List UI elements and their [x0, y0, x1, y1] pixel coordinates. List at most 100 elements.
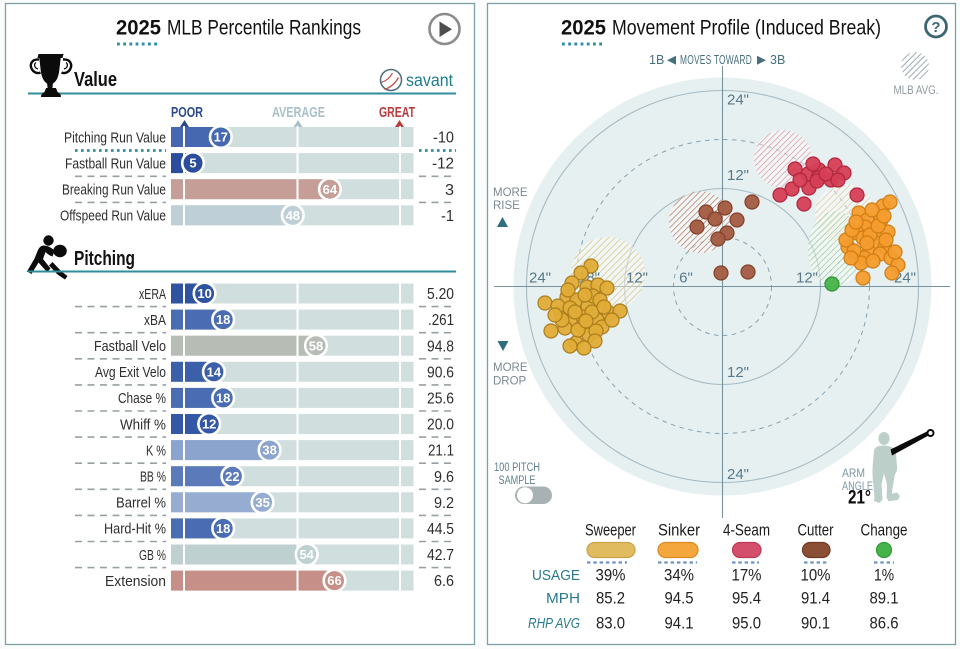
svg-text:ANGLE: ANGLE [842, 479, 873, 493]
svg-text:18: 18 [216, 312, 230, 327]
svg-text:.261: .261 [428, 312, 454, 329]
svg-text:12": 12" [727, 167, 749, 184]
svg-text:48: 48 [286, 208, 300, 223]
svg-text:38: 38 [262, 443, 276, 458]
svg-text:MOVES TOWARD: MOVES TOWARD [680, 53, 752, 67]
svg-text:Fastball Run Value: Fastball Run Value [65, 155, 166, 172]
svg-text:2025: 2025 [116, 16, 161, 40]
svg-text:DROP: DROP [493, 376, 527, 388]
svg-text:54: 54 [299, 547, 314, 562]
svg-text:6.6: 6.6 [434, 573, 454, 590]
svg-text:Offspeed Run Value: Offspeed Run Value [60, 208, 166, 225]
svg-text:Hard-Hit %: Hard-Hit % [104, 521, 166, 538]
svg-text:Avg Exit Velo: Avg Exit Velo [95, 364, 166, 381]
svg-text:-10: -10 [433, 130, 454, 147]
svg-text:85.2: 85.2 [596, 589, 625, 608]
svg-text:100 PITCH: 100 PITCH [494, 462, 540, 474]
svg-text:RISE: RISE [493, 200, 520, 212]
svg-text:10%: 10% [801, 566, 831, 585]
svg-text:44.5: 44.5 [427, 521, 454, 538]
svg-text:xBA: xBA [144, 312, 166, 329]
svg-text:94.1: 94.1 [665, 614, 694, 633]
svg-text:Chase %: Chase % [118, 390, 166, 407]
svg-text:ARM: ARM [842, 466, 865, 480]
svg-text:GREAT: GREAT [379, 105, 415, 121]
svg-text:Movement Profile (Induced Brea: Movement Profile (Induced Break) [612, 16, 881, 40]
svg-text:90.1: 90.1 [801, 614, 830, 633]
svg-text:MORE: MORE [493, 362, 528, 374]
svg-text:MLB AVG.: MLB AVG. [894, 85, 939, 97]
svg-text:83.0: 83.0 [596, 614, 625, 633]
svg-text:24": 24" [727, 92, 749, 109]
svg-text:21°: 21° [848, 488, 871, 509]
svg-text:-1: -1 [441, 208, 454, 225]
svg-text:22: 22 [225, 469, 239, 484]
svg-text:9.2: 9.2 [434, 495, 454, 512]
svg-text:1B: 1B [649, 53, 664, 67]
svg-text:Pitching: Pitching [74, 248, 135, 270]
svg-text:USAGE: USAGE [532, 567, 580, 584]
svg-text:1%: 1% [874, 566, 894, 585]
svg-text:BB %: BB % [140, 469, 166, 486]
svg-text:94.8: 94.8 [427, 338, 454, 355]
svg-text:Whiff %: Whiff % [120, 416, 166, 433]
svg-text:91.4: 91.4 [801, 589, 830, 608]
svg-text:10: 10 [197, 286, 211, 301]
svg-text:Sweeper: Sweeper [585, 521, 636, 540]
svg-text:12": 12" [626, 270, 648, 287]
svg-text:3B: 3B [770, 53, 785, 67]
svg-text:24": 24" [529, 270, 551, 287]
svg-text:94.5: 94.5 [665, 589, 694, 608]
svg-text:12": 12" [796, 270, 818, 287]
svg-text:14: 14 [207, 364, 222, 379]
svg-text:Cutter: Cutter [798, 521, 834, 540]
svg-text:2025: 2025 [561, 16, 606, 40]
svg-text:Value: Value [74, 69, 117, 91]
svg-text:20.0: 20.0 [427, 417, 454, 434]
svg-text:3: 3 [445, 182, 454, 199]
svg-text:24": 24" [727, 466, 749, 483]
svg-text:17: 17 [214, 130, 228, 145]
svg-text:Barrel %: Barrel % [116, 495, 166, 512]
svg-text:Change: Change [861, 521, 908, 540]
svg-text:42.7: 42.7 [427, 547, 454, 564]
svg-text:18: 18 [216, 521, 230, 536]
svg-text:xERA: xERA [139, 286, 166, 303]
svg-text:25.6: 25.6 [427, 391, 454, 408]
svg-text:Extension: Extension [105, 573, 166, 590]
svg-text:17%: 17% [732, 566, 762, 585]
svg-text:95.0: 95.0 [732, 614, 761, 633]
svg-text:90.6: 90.6 [427, 364, 454, 381]
svg-text:MPH: MPH [546, 590, 580, 607]
svg-text:Pitching Run Value: Pitching Run Value [64, 129, 166, 146]
svg-text:POOR: POOR [171, 105, 203, 121]
svg-text:MORE: MORE [493, 187, 528, 199]
svg-text:95.4: 95.4 [732, 589, 761, 608]
svg-text:AVERAGE: AVERAGE [272, 105, 325, 121]
svg-text:86.6: 86.6 [870, 614, 899, 633]
svg-text:?: ? [931, 19, 940, 36]
svg-text:58: 58 [309, 338, 323, 353]
svg-text:savant: savant [406, 70, 453, 90]
svg-text:Breaking Run Value: Breaking Run Value [62, 182, 166, 199]
svg-text:35: 35 [255, 495, 269, 510]
svg-text:Sinker: Sinker [658, 521, 700, 540]
svg-text:18: 18 [216, 391, 230, 406]
svg-text:64: 64 [323, 182, 338, 197]
svg-text:12: 12 [202, 417, 216, 432]
svg-text:12": 12" [727, 364, 749, 381]
svg-text:21.1: 21.1 [428, 443, 454, 460]
svg-text:RHP AVG: RHP AVG [528, 615, 580, 632]
svg-text:89.1: 89.1 [870, 589, 899, 608]
svg-text:4-Seam: 4-Seam [723, 521, 770, 540]
svg-text:SAMPLE: SAMPLE [499, 475, 536, 487]
svg-text:6": 6" [679, 270, 693, 287]
svg-text:-12: -12 [432, 156, 454, 173]
svg-text:5: 5 [189, 156, 196, 171]
svg-text:GB %: GB % [139, 547, 166, 564]
svg-text:9.6: 9.6 [434, 469, 454, 486]
svg-text:34%: 34% [664, 566, 694, 585]
svg-text:K %: K % [146, 442, 166, 459]
svg-text:66: 66 [327, 573, 341, 588]
svg-text:Fastball Velo: Fastball Velo [94, 338, 166, 355]
